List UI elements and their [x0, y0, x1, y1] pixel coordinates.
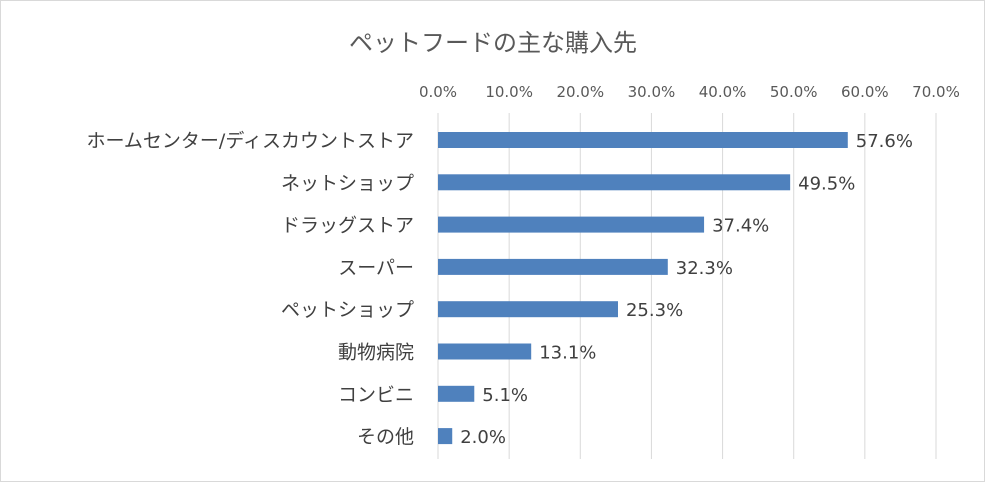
x-tick-label: 70.0% [912, 83, 960, 101]
x-tick-label: 10.0% [485, 83, 533, 101]
bar [438, 132, 848, 148]
data-label: 2.0% [460, 427, 506, 448]
bars [438, 132, 848, 445]
category-label: ペットショップ [281, 299, 414, 321]
category-label: ドラッグストア [281, 215, 414, 237]
gridlines [437, 113, 937, 459]
category-label: その他 [357, 426, 414, 448]
data-label: 57.6% [856, 131, 913, 152]
bar [438, 301, 618, 318]
x-tick-label: 40.0% [699, 83, 747, 101]
x-tick-label: 30.0% [628, 83, 676, 101]
chart-title: ペットフードの主な購入先 [349, 29, 637, 57]
data-label: 13.1% [539, 343, 596, 364]
bar [438, 428, 453, 445]
data-label: 37.4% [712, 216, 769, 237]
x-tick-label: 50.0% [770, 83, 818, 101]
data-label: 32.3% [676, 258, 733, 279]
bar [438, 174, 791, 191]
category-label: 動物病院 [338, 342, 414, 364]
category-label: ネットショップ [281, 172, 414, 194]
bar [438, 343, 532, 360]
x-tick-label: 60.0% [841, 83, 889, 101]
category-label: ホームセンター/ディスカウントストア [86, 130, 414, 152]
category-label: コンビニ [338, 384, 414, 406]
x-axis-ticks: 0.0% 10.0% 20.0% 30.0% 40.0% 50.0% 60.0% 70.0% [419, 83, 960, 101]
bar [438, 385, 475, 402]
data-label: 49.5% [798, 173, 855, 194]
x-tick-label: 0.0% [419, 83, 457, 101]
data-label: 25.3% [626, 300, 683, 321]
x-tick-label: 20.0% [556, 83, 604, 101]
bar [438, 258, 668, 275]
category-label: スーパー [338, 257, 414, 279]
data-labels: 57.6%49.5% 37.4% 32.3% 25.3% 13.1% 5.1% 2.0% [460, 131, 913, 448]
bar [438, 216, 705, 233]
category-labels: ホームセンター/ディスカウントストアネットショップドラッグストアスーパーペットシ… [86, 130, 414, 448]
data-label: 5.1% [482, 385, 528, 406]
